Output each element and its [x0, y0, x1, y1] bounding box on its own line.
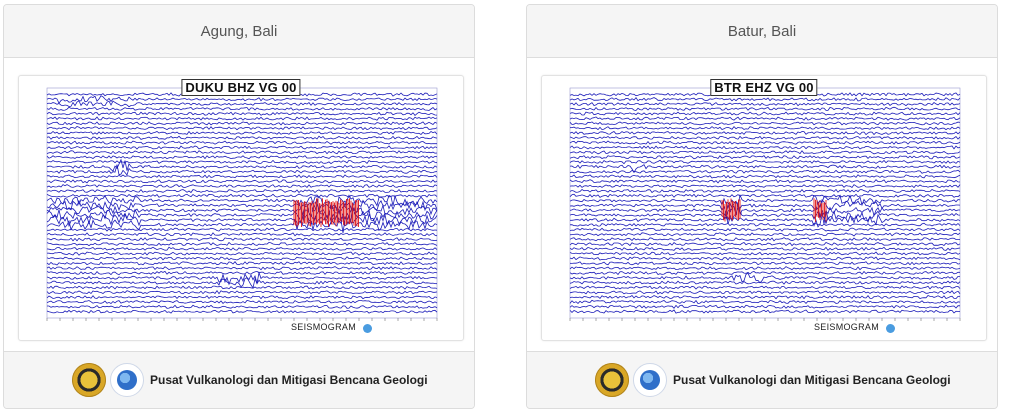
panel-title: Batur, Bali [527, 5, 997, 58]
panel-title: Agung, Bali [4, 5, 474, 58]
station-label: DUKU BHZ VG 00 [181, 79, 301, 96]
panel-footer: Pusat Vulkanologi dan Mitigasi Bencana G… [4, 351, 474, 408]
panel-body: DUKU BHZ VG 00 SEISMOGRAM [4, 58, 474, 352]
panel-body: BTR EHZ VG 00 SEISMOGRAM [527, 58, 997, 352]
seismogram-label: SEISMOGRAM [291, 322, 357, 332]
seismogram-traces [569, 87, 961, 321]
esdm-logo-icon [595, 363, 629, 397]
station-label: BTR EHZ VG 00 [710, 79, 818, 96]
seismogram-image[interactable]: DUKU BHZ VG 00 SEISMOGRAM [18, 75, 464, 341]
seismogram-label: SEISMOGRAM [814, 322, 880, 332]
panel-footer: Pusat Vulkanologi dan Mitigasi Bencana G… [527, 351, 997, 408]
footer-text: Pusat Vulkanologi dan Mitigasi Bencana G… [673, 373, 951, 387]
batur-panel: Batur, Bali BTR EHZ VG 00 SEISMOGRAM Pus… [526, 4, 998, 409]
footer-text: Pusat Vulkanologi dan Mitigasi Bencana G… [150, 373, 428, 387]
agung-panel: Agung, Bali DUKU BHZ VG 00 SEISMOGRAM Pu… [3, 4, 475, 409]
seismogram-traces [46, 87, 438, 321]
esdm-logo-icon [72, 363, 106, 397]
magma-dot-icon [886, 324, 895, 333]
magma-logo-icon [633, 363, 667, 397]
seismogram-image[interactable]: BTR EHZ VG 00 SEISMOGRAM [541, 75, 987, 341]
magma-dot-icon [363, 324, 372, 333]
magma-logo-icon [110, 363, 144, 397]
